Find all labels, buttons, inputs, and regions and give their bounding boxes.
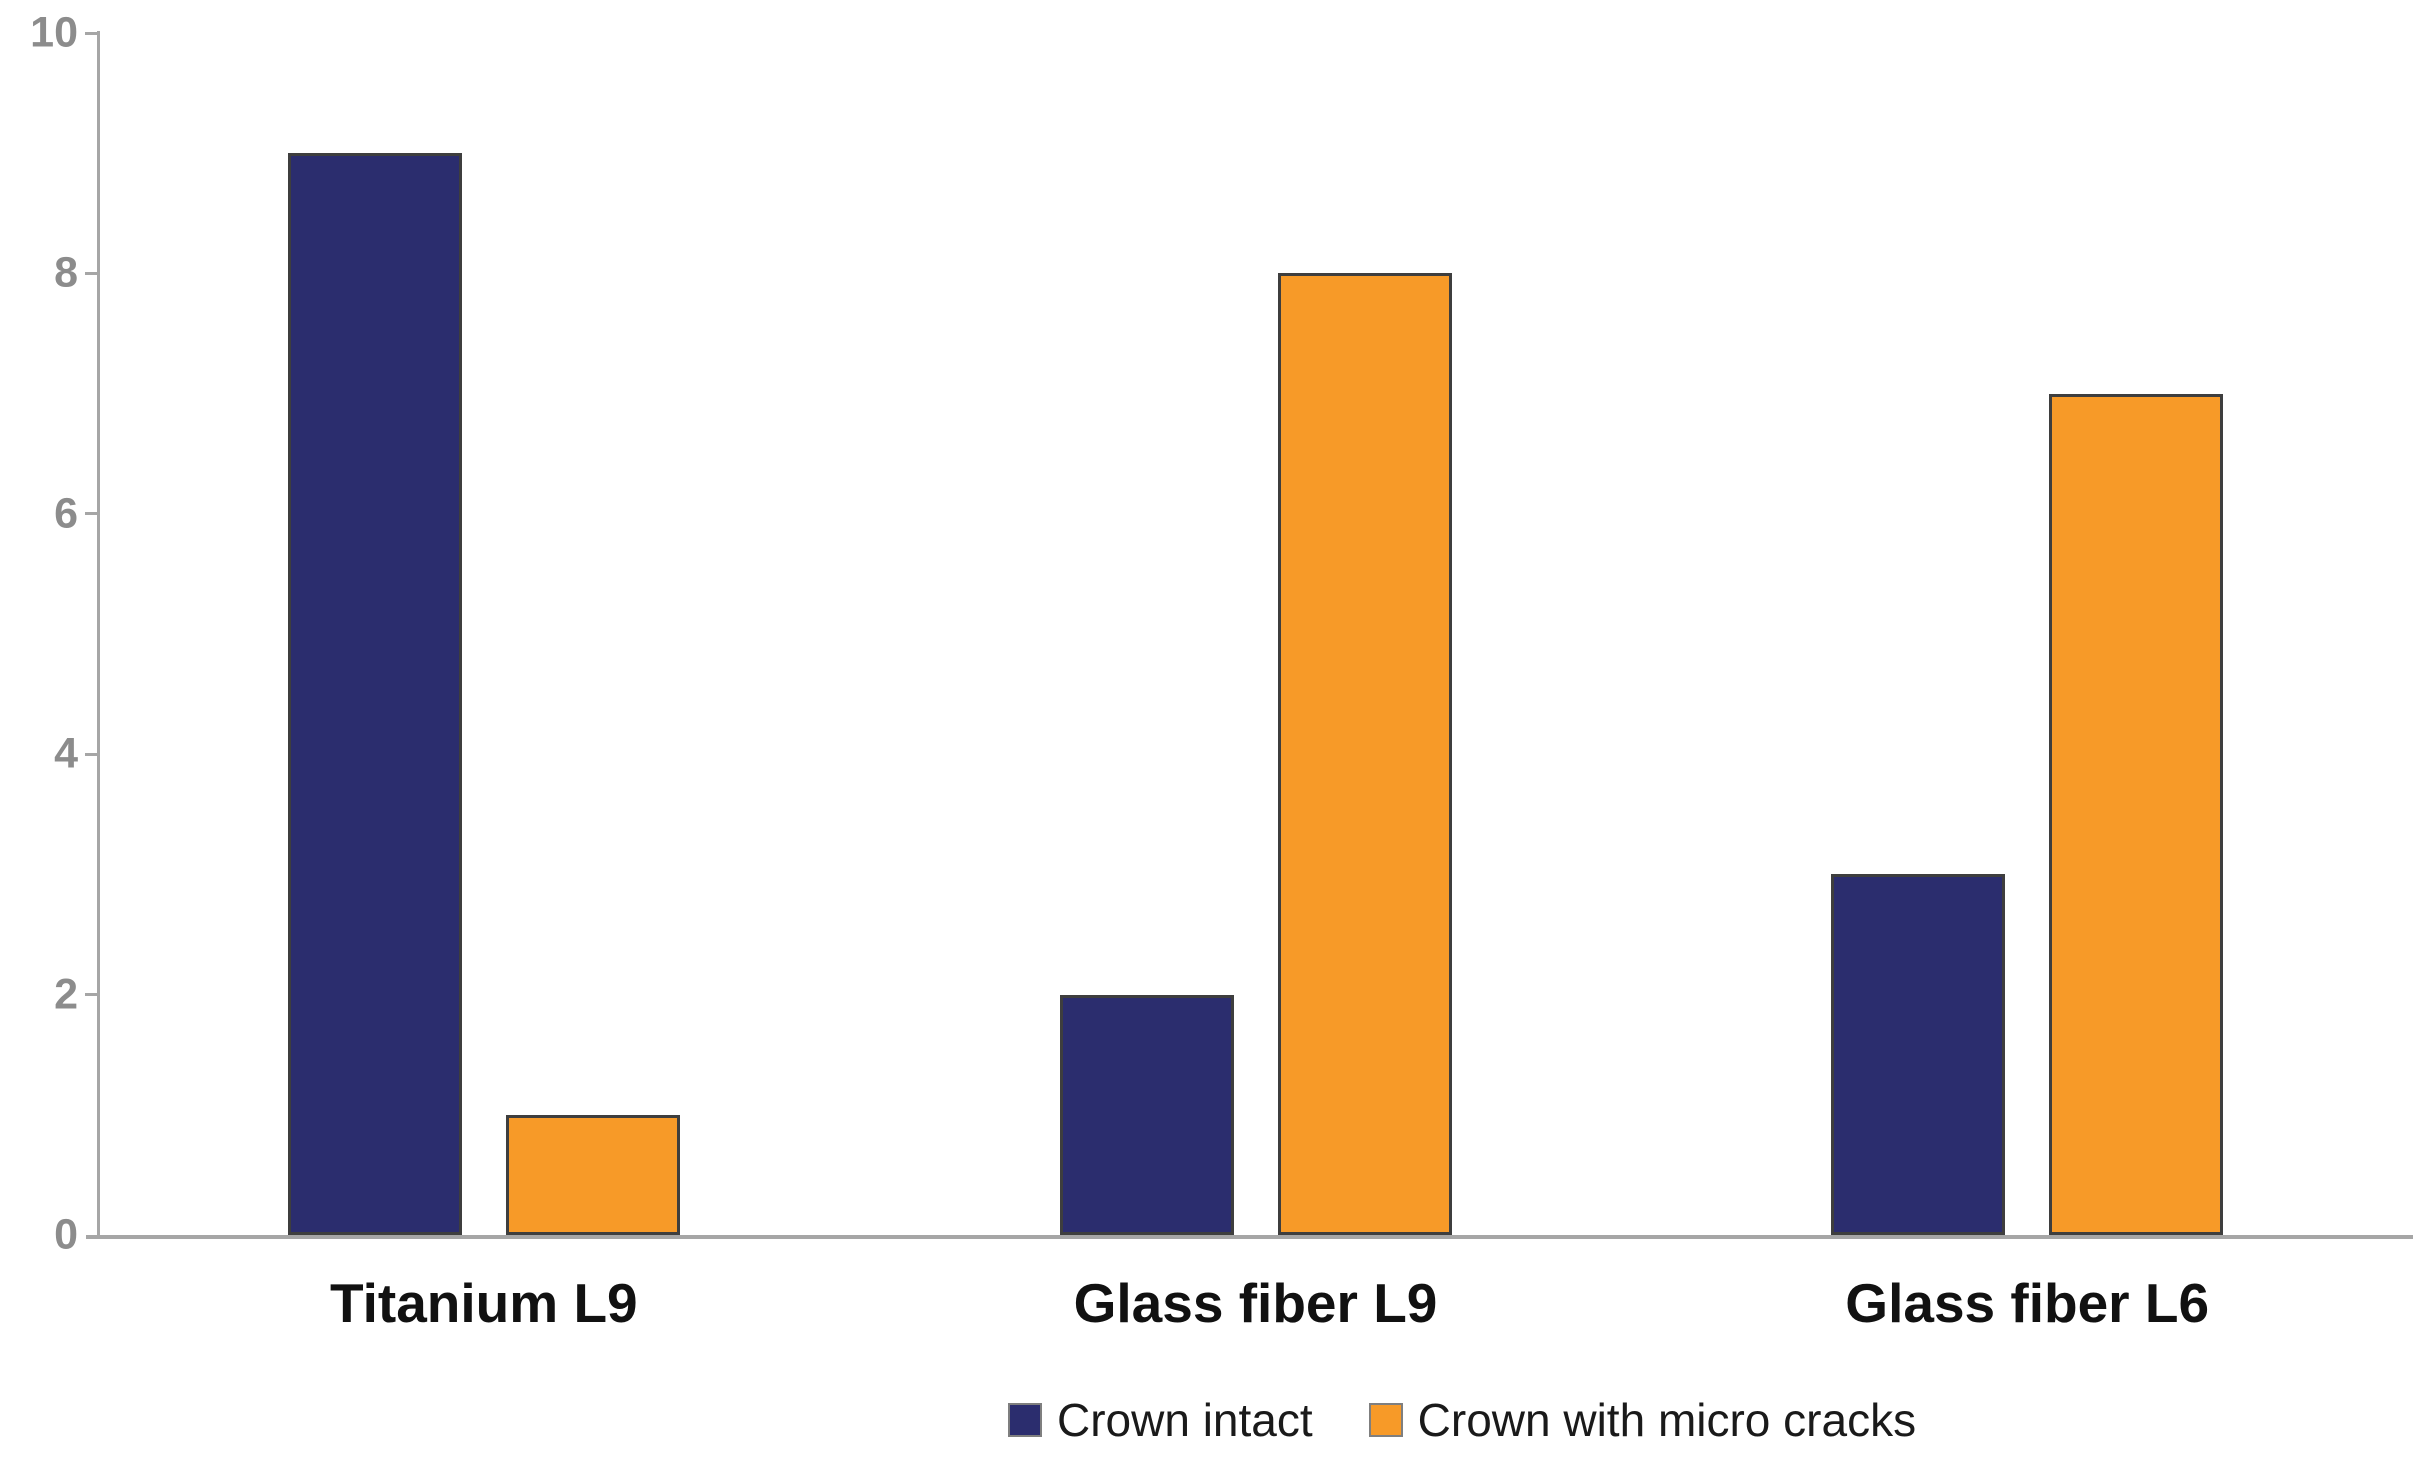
y-tick-label: 2 [54,970,78,1019]
x-axis-labels: Titanium L9 Glass fiber L9 Glass fiber L… [98,1268,2413,1338]
bar-group [870,33,1642,1235]
legend-item-crown-intact: Crown intact [1008,1394,1313,1446]
plot-area [98,33,2413,1235]
x-label-titanium-l9: Titanium L9 [330,1272,638,1334]
y-tick-label: 8 [54,248,78,297]
y-tick-label: 0 [54,1210,78,1259]
y-tick-mark [85,752,98,756]
y-tick-mark [85,31,98,35]
bar-crown-with-micro-cracks [1277,273,1452,1235]
bar-groups [98,33,2413,1235]
y-tick-mark [85,993,98,997]
legend-label-crown-with-micro-cracks: Crown with micro cracks [1417,1394,1917,1446]
y-tick-label: 10 [30,8,78,57]
legend-swatch-crown-intact [1008,1403,1042,1437]
y-tick-mark [85,512,98,516]
y-axis-line [97,31,100,1235]
legend-item-crown-with-micro-cracks: Crown with micro cracks [1368,1394,1917,1446]
bar-crown-intact [287,153,462,1235]
bar-crown-with-micro-cracks [505,1114,680,1235]
legend-swatch-crown-with-micro-cracks [1368,1403,1403,1437]
bar-group [1641,33,2413,1235]
x-label-glass-fiber-l6: Glass fiber L6 [1845,1272,2210,1334]
x-axis-line [86,1235,2413,1239]
y-tick-label: 6 [54,489,78,538]
legend: Crown intact Crown with micro cracks [1008,1394,1916,1446]
x-label-glass-fiber-l9: Glass fiber L9 [1073,1272,1438,1334]
legend-label-crown-intact: Crown intact [1057,1394,1313,1446]
bar-group [98,33,870,1235]
bar-crown-intact [1831,874,2006,1235]
y-tick-label: 4 [54,729,78,778]
bar-crown-with-micro-cracks [2049,393,2224,1235]
bar-crown-intact [1059,994,1234,1235]
y-tick-mark [85,271,98,275]
